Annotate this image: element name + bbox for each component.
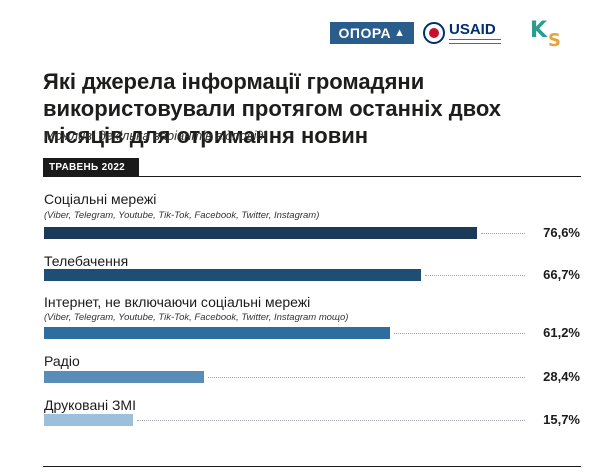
usaid-logo-text: USAID xyxy=(449,21,496,38)
leader-dots xyxy=(208,377,525,378)
category-label: Інтернет, не включаючи соціальні мережі xyxy=(44,294,590,310)
opora-logo: ОПОРА ▲ xyxy=(330,22,414,44)
value-label: 15,7% xyxy=(520,412,580,427)
category-note: (Viber, Telegram, Youtube, Tik-Tok, Face… xyxy=(44,312,348,323)
category-label: Радіо xyxy=(44,353,590,369)
leader-dots xyxy=(137,420,525,421)
category-label: Соціальні мережі xyxy=(44,191,590,207)
ki-logo-s-glyph: S xyxy=(548,30,561,51)
category-note: (Viber, Telegram, Youtube, Tik-Tok, Face… xyxy=(44,210,319,221)
leader-dots xyxy=(425,275,525,276)
bar xyxy=(44,227,477,239)
usaid-logo: USAID xyxy=(423,20,503,48)
value-label: 66,7% xyxy=(520,267,580,282)
usaid-tagline-rule xyxy=(449,39,501,44)
ki-logo: K S xyxy=(528,16,568,56)
bar xyxy=(44,414,133,426)
leader-dots xyxy=(481,233,525,234)
value-label: 76,6% xyxy=(520,225,580,240)
value-label: 28,4% xyxy=(520,369,580,384)
triangle-icon: ▲ xyxy=(394,27,405,39)
leader-dots xyxy=(394,333,525,334)
value-label: 61,2% xyxy=(520,325,580,340)
period-badge: ТРАВЕНЬ 2022 xyxy=(43,158,139,176)
bar xyxy=(44,371,204,383)
bar xyxy=(44,327,390,339)
chart-subtitle: Можливі декілька варіантів відповіді xyxy=(44,128,267,143)
opora-logo-text: ОПОРА xyxy=(339,25,392,41)
category-label: Телебачення xyxy=(44,253,590,269)
ki-logo-k-glyph: K xyxy=(530,18,547,43)
category-label: Друковані ЗМІ xyxy=(44,397,590,413)
period-divider xyxy=(43,176,581,177)
bottom-divider xyxy=(43,466,581,467)
usaid-seal-icon xyxy=(423,22,445,44)
bar xyxy=(44,269,421,281)
